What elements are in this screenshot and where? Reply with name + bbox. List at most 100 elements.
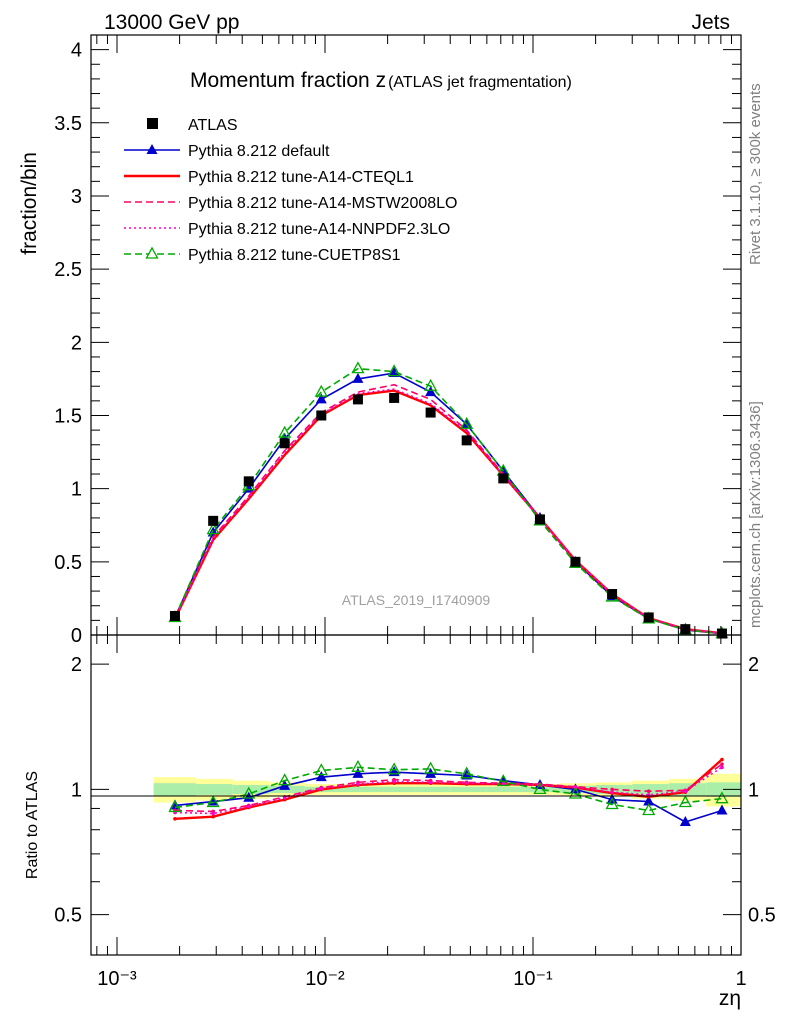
ratio-marker [716,804,728,815]
ratio-y-tick-label: 0.5 [54,905,82,927]
ratio-marker [314,763,328,776]
ratio-marker [533,782,547,795]
ratio-marker [610,790,614,794]
y-tick-label: 3.5 [54,113,82,135]
data-point [570,556,581,567]
data-point [279,438,290,449]
x-tick-label: 10⁻³ [97,968,137,990]
legend-label: Pythia 8.212 tune-CUETP8S1 [188,247,401,264]
ratio-line [174,766,723,815]
data-point [716,628,727,639]
data-point [607,589,618,600]
legend-label: Pythia 8.212 default [188,143,330,160]
ratio-line [174,763,723,813]
rivet-label: Rivet 3.1.10, ≥ 300k events [747,83,764,265]
series-marker [388,367,400,378]
data-point [498,473,509,484]
legend-label: Pythia 8.212 tune-A14-CTEQL1 [188,169,414,186]
ratio-uncertainty-band [153,773,741,807]
ratio-marker [720,762,724,766]
category-label: Jets [691,11,730,34]
ratio-marker [315,771,327,782]
y-tick-label: 1.5 [54,405,82,427]
series-marker [314,384,328,397]
band-inner [486,786,524,793]
x-tick-label: 10⁻² [305,968,345,990]
ratio-marker [278,773,292,786]
ratio-y-tick-label: 2 [71,654,82,676]
series-marker [206,522,220,535]
band-inner [378,786,415,793]
data-point [316,410,327,421]
legend-label: ATLAS [188,117,238,134]
ratio-marker [610,787,614,792]
ratio-y-tick-label-right: 1 [748,779,759,801]
data-point [169,610,180,621]
data-point [243,476,254,487]
ratio-marker [319,786,324,791]
ratio-marker [392,779,396,784]
series-marker [424,378,438,391]
series-marker [460,416,474,429]
energy-label: 13000 GeV pp [104,11,239,34]
x-axis-label: zη [719,987,741,1010]
ratio-marker [173,816,177,821]
ratio-line [174,766,723,812]
ratio-marker [351,759,365,772]
ratio-marker [242,786,256,799]
y-tick-label: 2 [71,332,82,354]
ratio-marker [246,804,251,809]
series-marker [351,361,365,374]
ratio-marker [643,795,655,806]
ratio-y-tick-label-right: 2 [748,654,759,676]
series-marker [278,425,292,438]
data-point [643,612,654,623]
y-tick-label: 0 [71,625,82,647]
series-marker [425,386,437,397]
ratio-marker [642,803,656,816]
data-point [208,515,219,526]
ratio-marker [646,789,651,794]
data-point [389,392,400,403]
legend-marker [146,144,158,154]
ratio-marker [352,767,364,778]
series-marker [315,393,327,404]
ratio-marker [678,795,692,808]
ratio-marker [424,761,438,774]
ratio-marker [168,800,182,813]
y-tick-label: 1 [71,479,82,501]
series-line [174,388,723,635]
band-inner [153,783,197,796]
band-inner [341,786,379,793]
ratio-marker [387,762,401,775]
ratio-marker [428,780,433,785]
y-tick-label: 0.5 [54,552,82,574]
data-point [461,435,472,446]
y-tick-label: 2.5 [54,259,82,281]
band-inner [196,784,233,795]
data-point [352,394,363,405]
y-tick-label: 3 [71,186,82,208]
ratio-marker [206,795,220,808]
ratio-marker [720,765,724,770]
ratio-marker [679,815,691,826]
band-inner [414,786,451,793]
legend-marker-data [147,118,158,129]
data-point [534,514,545,525]
data-point [680,624,691,635]
ratio-axis-label: Ratio to ATLAS [24,771,41,879]
band-inner [632,784,669,795]
y-tick-label: 4 [71,40,82,62]
x-tick-label: 1 [735,968,746,990]
y-axis-label: fraction/bin [18,152,41,255]
ratio-line [174,771,723,823]
ratio-marker [496,774,510,787]
ratio-marker [715,791,729,804]
ratio-marker [720,757,724,762]
legend: ATLAS Pythia 8.212 default Pythia 8.212 tu… [124,117,457,264]
ratio-marker [605,797,619,810]
plot-title: Momentum fraction z (ATLAS jet fragmentat… [190,69,572,92]
series-marker [387,364,401,377]
ratio-series-layer [168,757,729,826]
